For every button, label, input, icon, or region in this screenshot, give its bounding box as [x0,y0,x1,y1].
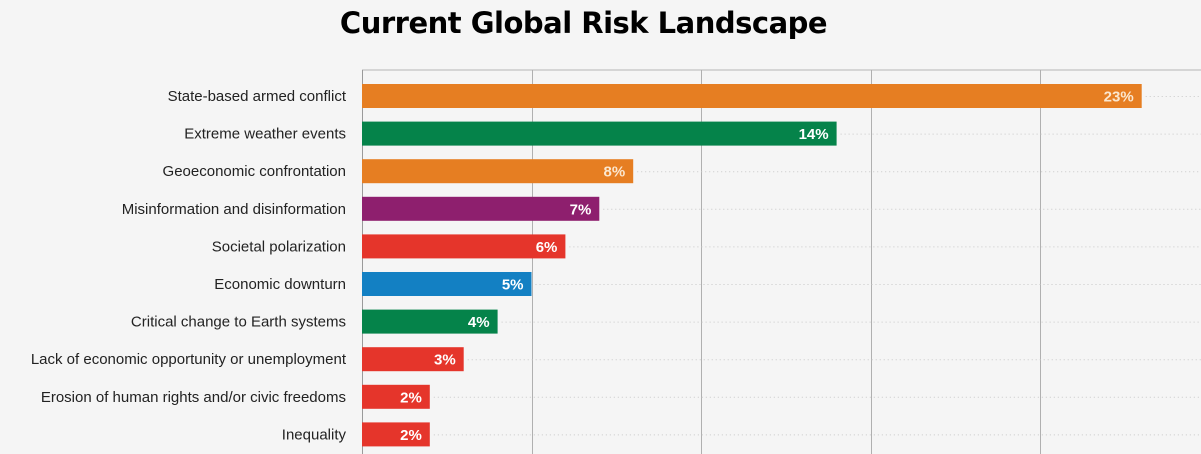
bar [362,309,498,334]
data-label: 3% [434,352,456,369]
category-label: Geoeconomic confrontation [163,163,346,180]
bars [362,84,1142,447]
category-labels: State-based armed conflict Extreme weathe… [31,88,347,443]
data-label: 4% [468,314,490,331]
bar [362,196,600,221]
category-label: Inequality [282,426,347,443]
value-labels: 23% 14% 8% 7% 6% 5% 4% 3% 2% 2% [400,89,1134,444]
bar [362,121,837,146]
category-label: Extreme weather events [184,126,346,143]
bar [362,384,430,409]
data-label: 8% [604,164,626,181]
data-label: 2% [400,389,422,406]
chart-title: Current Global Risk Landscape [339,6,828,40]
bar [362,347,464,372]
category-label: State-based armed conflict [168,88,347,105]
bar [362,422,430,447]
row-guides [433,96,1201,436]
data-label: 2% [400,427,422,444]
category-label: Societal polarization [212,238,346,255]
data-label: 7% [570,201,592,218]
bar [362,234,566,259]
bar [362,159,634,184]
category-label: Erosion of human rights and/or civic fre… [41,389,346,406]
data-label: 14% [799,126,829,143]
bar [362,84,1142,108]
bar [362,272,532,296]
category-label: Critical change to Earth systems [131,314,346,331]
category-label: Economic downturn [214,276,346,293]
category-label: Lack of economic opportunity or unemploy… [31,351,347,368]
data-label: 5% [502,277,524,294]
category-label: Misinformation and disinformation [122,201,346,218]
data-label: 23% [1104,89,1134,106]
data-label: 6% [536,239,558,256]
